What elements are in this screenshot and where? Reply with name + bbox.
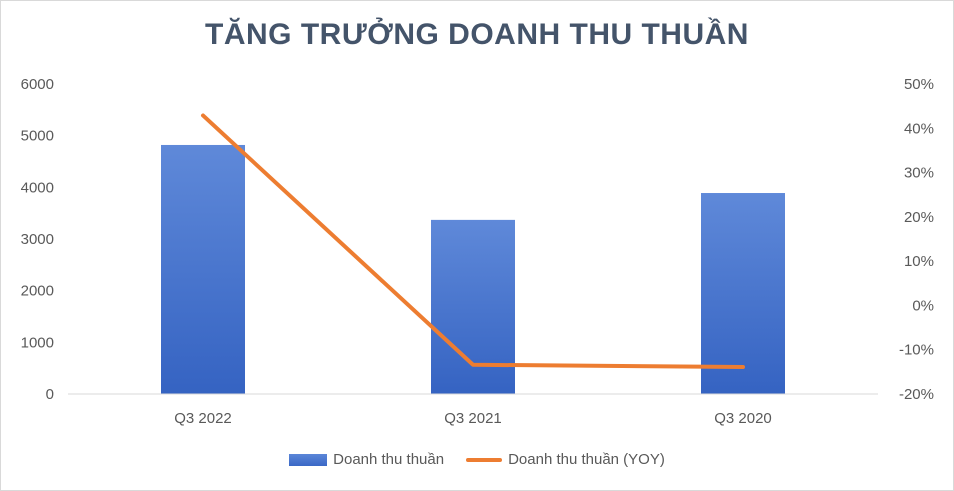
chart-title: TĂNG TRƯỞNG DOANH THU THUẦN bbox=[205, 18, 749, 51]
left-tick-label: 0 bbox=[46, 386, 54, 403]
legend: Doanh thu thuần Doanh thu thuần (YOY) bbox=[0, 451, 954, 468]
legend-label-yoy: Doanh thu thuần (YOY) bbox=[508, 451, 665, 468]
legend-swatch-bar bbox=[289, 453, 328, 466]
right-axis-ticks: -20% -10% 0% 10% 20% 30% 40% 50% bbox=[899, 76, 934, 403]
x-axis-ticks: Q3 2022 Q3 2021 Q3 2020 bbox=[174, 410, 772, 427]
legend-swatch-line bbox=[466, 457, 503, 462]
right-tick-label: 10% bbox=[904, 253, 934, 270]
x-tick-label: Q3 2020 bbox=[714, 410, 772, 427]
bar bbox=[431, 219, 515, 394]
right-tick-label: 20% bbox=[904, 209, 934, 226]
x-tick-label: Q3 2022 bbox=[174, 410, 232, 427]
legend-label-revenue: Doanh thu thuần bbox=[333, 451, 445, 468]
yoy-line bbox=[201, 113, 745, 369]
right-tick-label: -10% bbox=[899, 342, 934, 359]
bar-series bbox=[161, 144, 785, 394]
yoy-line-series bbox=[201, 113, 745, 369]
left-tick-label: 2000 bbox=[21, 283, 54, 300]
left-tick-label: 6000 bbox=[21, 76, 54, 93]
right-tick-label: 40% bbox=[904, 120, 934, 137]
bar bbox=[701, 193, 785, 394]
left-tick-label: 3000 bbox=[21, 231, 54, 248]
left-tick-label: 5000 bbox=[21, 128, 54, 145]
left-tick-label: 1000 bbox=[21, 334, 54, 351]
legend-item-revenue: Doanh thu thuần bbox=[289, 451, 444, 468]
legend-item-yoy: Doanh thu thuần (YOY) bbox=[466, 451, 665, 468]
right-tick-label: -20% bbox=[899, 386, 934, 403]
right-tick-label: 0% bbox=[912, 297, 934, 314]
right-tick-label: 50% bbox=[904, 76, 934, 93]
bar bbox=[161, 144, 245, 394]
right-tick-label: 30% bbox=[904, 165, 934, 182]
left-axis-ticks: 0 1000 2000 3000 4000 5000 6000 bbox=[21, 76, 54, 403]
left-tick-label: 4000 bbox=[21, 179, 54, 196]
x-tick-label: Q3 2021 bbox=[444, 410, 502, 427]
